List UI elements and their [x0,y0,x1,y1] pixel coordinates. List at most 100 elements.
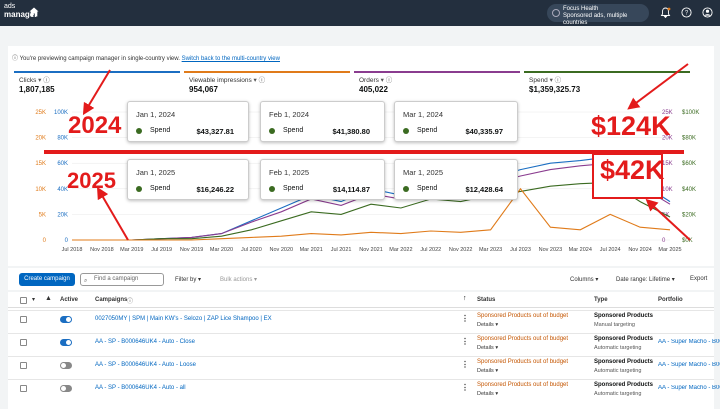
targeting-type: Automatic targeting [594,368,642,374]
y-tick-left-orange: 20K [35,136,46,142]
status-details-toggle[interactable]: Details ▾ [477,322,498,328]
row-actions-kebab-icon[interactable]: ⋮ [461,337,469,346]
header-portfolio[interactable]: Portfolio [658,297,683,303]
filter-by-button[interactable]: Filter by ▾ [175,277,202,283]
targeting-type: Manual targeting [594,322,635,328]
row-checkbox[interactable] [20,385,27,392]
metric-color-bar [354,71,520,73]
metric-value: $1,359,325.73 [529,85,581,94]
x-tick-label: Jul 2024 [600,247,621,253]
targeting-type: Automatic targeting [594,391,642,397]
help-icon[interactable]: ? [681,7,692,18]
annotation-year-2024: 2024 [68,112,122,139]
metric-card[interactable]: Spend ▾ ⓘ $1,359,325.73 [524,71,690,98]
single-country-notice: ⓘ You're previewing campaign manager in … [12,53,280,62]
campaign-status: Sponsored Products out of budget [477,336,569,342]
metric-card[interactable]: Orders ▾ ⓘ 405,022 [354,71,520,98]
metric-label: Orders ▾ ⓘ [359,74,520,84]
tooltip-date: Feb 1, 2025 [269,168,310,177]
row-checkbox[interactable] [20,316,27,323]
campaign-name-link[interactable]: AA - SP - B000646UK4 - Auto - all [95,385,186,391]
portfolio-link[interactable]: AA - Super Macho - B000 [658,339,720,345]
header-type[interactable]: Type [594,297,608,303]
tooltip-label: Spend [150,185,171,192]
x-tick-label: Jul 2022 [420,247,441,253]
y-tick-right-green: $20K [682,212,696,218]
tooltip-label: Spend [417,185,438,192]
x-tick-label: Mar 2023 [479,247,502,253]
status-details-toggle[interactable]: Details ▾ [477,345,498,351]
campaign-type: Sponsored Products [594,336,654,342]
metric-dropdown-icon[interactable]: ▾ ⓘ [251,77,266,84]
bulk-actions-button[interactable]: Bulk actions ▾ [220,277,258,283]
y-tick-left-orange: 5K [39,212,46,218]
columns-button[interactable]: Columns ▾ [570,277,599,283]
x-tick-label: Jul 2019 [151,247,172,253]
date-range-button[interactable]: Date range: Lifetime ▾ [616,277,675,283]
details-chevron-icon: ▾ [493,345,499,351]
row-actions-kebab-icon[interactable]: ⋮ [461,314,469,323]
metric-card[interactable]: Viewable impressions ▾ ⓘ 954,067 [184,71,350,98]
metric-dropdown-icon[interactable]: ▾ ⓘ [378,77,393,84]
row-checkbox[interactable] [20,362,27,369]
campaign-name-link[interactable]: 0027050MY | SPM | Main KW's - Selozo | Z… [95,316,272,322]
tooltip-date: Mar 1, 2025 [403,168,444,177]
campaign-name-link[interactable]: AA - SP - B000646UK4 - Auto - Close [95,339,195,345]
series-line [72,181,671,241]
account-switcher[interactable]: Focus Health Sponsored ads, multiple cou… [547,4,649,26]
campaign-active-toggle[interactable] [60,362,72,369]
campaign-status: Sponsored Products out of budget [477,359,569,365]
campaign-active-toggle[interactable] [60,316,72,323]
select-menu-chevron-icon[interactable]: ▾ [32,297,36,303]
y-tick-right-green: $40K [682,187,696,193]
spend-series-dot [136,128,142,134]
select-all-checkbox[interactable] [20,297,27,304]
status-details-toggle[interactable]: Details ▾ [477,391,498,397]
campaign-active-toggle[interactable] [60,385,72,392]
row-divider [8,310,714,311]
y-tick-left-blue: 0 [65,238,69,244]
table-header [8,292,714,308]
row-actions-kebab-icon[interactable]: ⋮ [461,383,469,392]
tooltip-value: $43,327.81 [196,127,234,136]
portfolio-link[interactable]: AA - Super Macho - B000 [658,385,720,391]
metric-color-bar [14,71,180,73]
details-chevron-icon: ▾ [493,391,499,397]
tooltip-label: Spend [283,127,304,134]
switch-view-link[interactable]: Switch back to the multi-country view [181,56,280,62]
campaign-active-toggle[interactable] [60,339,72,346]
create-campaign-button[interactable]: Create campaign [19,273,75,286]
y-tick-left-blue: 40K [57,187,68,193]
annotation-divider-bar [44,150,684,154]
export-button[interactable]: Export [690,276,708,282]
campaign-search-input[interactable]: ⌕ Find a campaign [80,273,164,286]
tooltip-date: Jan 1, 2024 [136,110,176,119]
tooltip-value: $12,428.64 [465,185,503,194]
user-account-icon[interactable] [702,7,713,18]
y-tick-left-blue: 80K [57,136,68,142]
row-checkbox[interactable] [20,339,27,346]
row-actions-kebab-icon[interactable]: ⋮ [461,360,469,369]
metric-dropdown-icon[interactable]: ▾ ⓘ [547,77,562,84]
header-active[interactable]: Active [60,297,79,303]
x-tick-label: Nov 2022 [449,247,473,253]
notifications-bell-icon[interactable] [660,7,671,18]
home-icon[interactable] [29,7,39,17]
header-status[interactable]: Status [477,297,496,303]
tooltip-date: Jan 1, 2025 [136,168,176,177]
header-campaigns[interactable]: Campaigns [95,297,128,303]
campaigns-info-icon: ⓘ [127,299,134,305]
logo-small-text: ads [4,3,16,10]
sort-arrow-icon[interactable]: ↑ [463,295,467,302]
metric-dropdown-icon[interactable]: ▾ ⓘ [36,77,50,84]
status-details-toggle[interactable]: Details ▾ [477,368,498,374]
bulk-actions-label: Bulk actions [220,277,253,283]
campaign-name-link[interactable]: AA - SP - B000646UK4 - Auto - Loose [95,362,196,368]
ads-manager-logo[interactable]: ads manager [4,3,37,19]
metric-label-text: Clicks [19,77,37,84]
metric-card[interactable]: Clicks ▾ ⓘ 1,807,185 [14,71,180,98]
date-range-label: Date range: Lifetime [616,277,671,283]
spend-tooltip: Mar 1, 2025 Spend $12,428.64 [394,159,518,200]
y-tick-right-purple: 20K [662,136,673,142]
portfolio-link[interactable]: AA - Super Macho - B000 [658,362,720,368]
